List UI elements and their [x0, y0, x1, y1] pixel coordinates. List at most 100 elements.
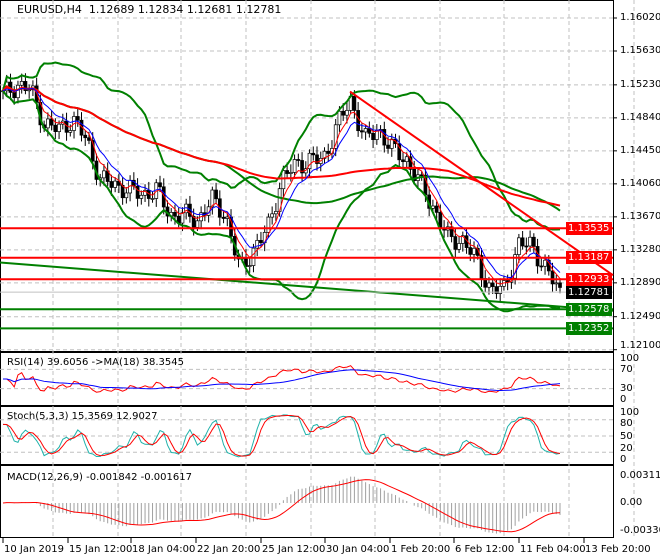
candle [124, 192, 129, 199]
candle [214, 189, 218, 200]
time-label: 18 Jan 04:00 [132, 544, 196, 555]
level-tag: 1.13535 [566, 221, 612, 235]
current-price-tag: 1.12781 [566, 285, 612, 299]
candle [300, 160, 304, 174]
candle [543, 259, 547, 267]
candle [23, 81, 28, 91]
macd-axis-label: 0.00311 [620, 470, 660, 481]
candle [247, 265, 252, 267]
candle [46, 118, 50, 129]
candle [460, 235, 465, 244]
time-label: 11 Feb 04:00 [520, 544, 586, 555]
candle [135, 185, 140, 199]
candle [274, 211, 278, 215]
price-label: 1.12490 [620, 310, 660, 322]
candle [311, 152, 316, 156]
level-tag: 1.13187 [566, 251, 612, 265]
price-label: 1.16020 [620, 12, 660, 23]
trendline [0, 261, 614, 312]
candle [49, 118, 54, 126]
open-value: 1.12689 [88, 3, 135, 16]
candle [90, 140, 95, 162]
time-label: 30 Jan 04:00 [326, 544, 390, 555]
candle [517, 237, 521, 255]
candle [434, 205, 439, 213]
symbol-label: EURUSD,H4 [17, 3, 82, 16]
candle [102, 170, 106, 179]
level-tag: 1.12352 [566, 321, 612, 335]
candle [161, 186, 166, 208]
candle [139, 194, 144, 199]
candle [401, 159, 405, 163]
candle [337, 110, 342, 126]
candle [270, 213, 275, 218]
candle [524, 245, 529, 248]
panel-frame-3 [0, 465, 614, 538]
candle [397, 143, 402, 161]
level-tag: 1.12933 [566, 272, 612, 286]
rsi-axis-label: 0 [620, 394, 627, 405]
trendline [349, 90, 614, 277]
candle [292, 159, 297, 173]
candle [195, 220, 200, 228]
candle [12, 92, 17, 99]
candle [19, 81, 24, 86]
time-label: 15 Jan 12:00 [69, 544, 133, 555]
stoch-axis-label: 80 [620, 418, 633, 429]
candle [363, 128, 368, 133]
candle [221, 216, 226, 219]
ma-medium [2, 85, 561, 212]
candle [490, 282, 495, 287]
candle [83, 134, 88, 139]
price-label: 1.14060 [620, 177, 660, 189]
macd-label: MACD(12,26,9) -0.001842 -0.001617 [7, 472, 192, 483]
candle [554, 282, 559, 285]
stoch-signal-line [2, 414, 561, 457]
candle [326, 150, 331, 154]
stoch-axis-label: 100 [620, 407, 640, 418]
candle [285, 170, 289, 174]
candle [180, 212, 185, 224]
price-label: 1.14840 [620, 111, 660, 123]
candle [341, 110, 346, 116]
time-label: 10 Jan 2019 [4, 544, 64, 555]
stoch-axis-label: 50 [620, 431, 633, 442]
candle [345, 110, 349, 116]
candle [225, 216, 230, 219]
rsi-axis-label: 100 [620, 353, 640, 364]
close-value: 1.12781 [235, 3, 282, 16]
candle [210, 189, 215, 208]
candle [419, 174, 424, 177]
candle [386, 144, 390, 149]
candle [356, 110, 360, 132]
price-label: 1.13670 [620, 210, 660, 222]
candle [367, 128, 372, 134]
macd-axis-label: 0.00 [620, 497, 643, 508]
candle [360, 130, 364, 133]
candle [389, 138, 394, 149]
candle [487, 282, 491, 288]
candle [266, 216, 271, 233]
candle [412, 169, 417, 181]
candle [550, 270, 555, 285]
level-tag: 1.12578 [566, 302, 612, 316]
candle [531, 236, 536, 247]
candle [255, 240, 260, 249]
price-label: 1.12890 [620, 276, 660, 288]
candle [322, 150, 327, 159]
candle [16, 84, 20, 99]
candle [109, 181, 114, 188]
panel-frame-1 [0, 352, 614, 406]
candle [449, 226, 454, 237]
candle [371, 132, 375, 140]
candle [494, 286, 499, 294]
rsi-label: RSI(14) 39.6056 ->MA(18) 38.3545 [7, 357, 184, 368]
stoch-axis-label: 0 [620, 454, 627, 465]
candle [259, 240, 263, 244]
candle [520, 237, 525, 247]
stoch-label: Stoch(5,3,3) 15.3569 12.9027 [7, 411, 158, 422]
candle [498, 285, 503, 294]
ma-fast-red [2, 86, 561, 285]
